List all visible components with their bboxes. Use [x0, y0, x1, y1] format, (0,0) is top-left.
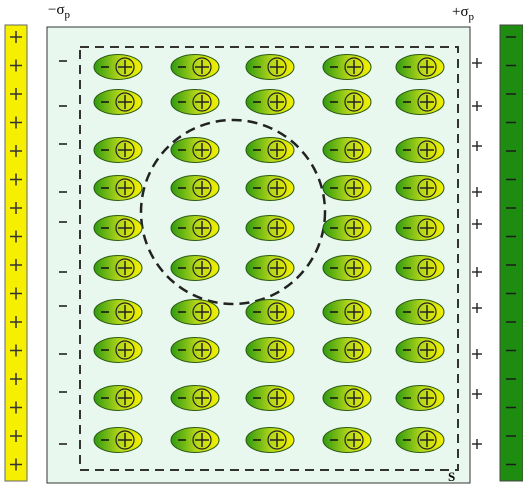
- polarization-diagram: −σp +σp S: [0, 0, 523, 496]
- symbol: −σ: [48, 2, 65, 18]
- subscript: p: [65, 9, 71, 21]
- left-charge-label: −σp: [48, 2, 71, 21]
- right-charge-label: +σp: [452, 4, 475, 23]
- symbol: +σ: [452, 4, 469, 20]
- subscript: p: [469, 11, 475, 23]
- surface-label: S: [448, 469, 455, 484]
- page: −σp +σp S (() => { const data = JSON.par…: [0, 0, 523, 496]
